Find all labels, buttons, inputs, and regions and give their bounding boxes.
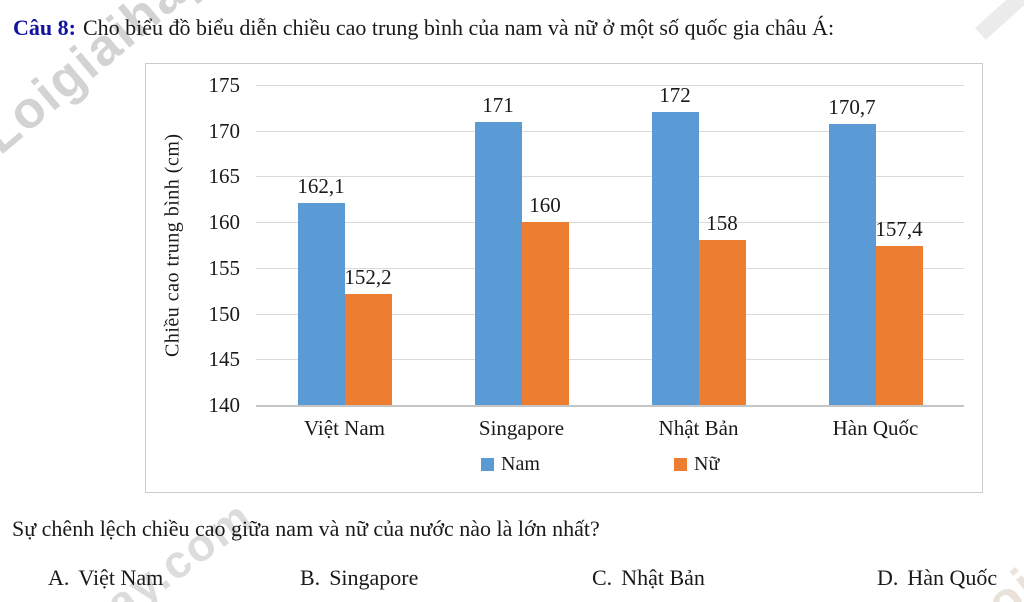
- question-header: Câu 8: Cho biểu đồ biểu diễn chiều cao tr…: [13, 13, 1003, 43]
- height-bar-chart: Chiều cao trung bình (cm) 140 145 150 155 16…: [145, 63, 983, 493]
- bar-value-label: 171: [482, 92, 514, 117]
- bar-value-label: 170,7: [828, 95, 876, 120]
- legend-label: Nam: [501, 453, 540, 475]
- answer-option-a[interactable]: A. Việt Nam: [48, 563, 163, 593]
- y-tick-label: 165: [208, 164, 241, 189]
- gridline: [256, 176, 964, 178]
- gridline: [256, 130, 964, 132]
- bar-nam-3: [828, 124, 876, 405]
- question-number: Câu 8:: [13, 15, 76, 40]
- bar-value-label: 162,1: [297, 173, 345, 198]
- answer-label: C.: [592, 565, 613, 590]
- x-category-label: Nhật Bản: [658, 416, 739, 440]
- y-tick-label: 140: [208, 393, 241, 417]
- bar-nữ-2: [698, 240, 746, 405]
- legend-swatch-icon: [481, 457, 494, 471]
- bar-value-label: 160: [529, 193, 561, 218]
- y-tick-label: 170: [208, 118, 241, 143]
- y-tick-label: 150: [208, 301, 241, 326]
- answer-text: Singapore: [329, 565, 419, 590]
- gridline: [256, 85, 964, 86]
- gridline: [256, 222, 964, 224]
- legend-swatch-icon: [674, 457, 687, 471]
- answer-text: Việt Nam: [78, 565, 164, 590]
- x-category-label: Việt Nam: [304, 416, 385, 440]
- answer-option-c[interactable]: C. Nhật Bản: [592, 563, 705, 593]
- bar-nam-2: [651, 112, 699, 405]
- bar-value-label: 158: [706, 211, 738, 236]
- question-text: Sự chênh lệch chiều cao giữa nam và nữ c…: [12, 516, 600, 541]
- legend-item-nam: Nam: [481, 454, 540, 474]
- x-category-label: Hàn Quốc: [832, 416, 919, 440]
- y-tick-label: 145: [208, 347, 241, 372]
- answer-text: Nhật Bản: [621, 565, 705, 590]
- answer-option-b[interactable]: B. Singapore: [300, 563, 418, 593]
- y-tick-label: 155: [208, 255, 241, 280]
- gridline: [256, 359, 964, 361]
- question-intro: Cho biểu đồ biểu diễn chiều cao trung bì…: [82, 15, 835, 40]
- y-tick-label: 160: [208, 210, 241, 235]
- gridline: [256, 313, 964, 315]
- bar-nữ-1: [521, 222, 569, 405]
- answer-label: B.: [300, 565, 321, 590]
- y-tick-label: 175: [208, 73, 241, 97]
- answer-row: A. Việt Nam B. Singapore C. Nhật Bản D. Hàn …: [0, 563, 1024, 595]
- bar-value-label: 172: [659, 83, 691, 108]
- bar-nữ-3: [875, 245, 923, 405]
- legend-item-nữ: Nữ: [674, 454, 719, 474]
- plot-area: 140 145 150 155 160 165 170 175 162,1 152,2 Việt N…: [146, 64, 982, 492]
- gridline: [256, 267, 964, 269]
- x-category-label: Singapore: [478, 416, 565, 440]
- answer-option-d[interactable]: D. Hàn Quốc: [877, 563, 997, 593]
- bar-nam-0: [297, 202, 345, 405]
- answer-text: Hàn Quốc: [907, 565, 998, 590]
- bar-nam-1: [474, 121, 522, 405]
- bar-value-label: 157,4: [875, 216, 923, 241]
- legend-label: Nữ: [694, 453, 720, 475]
- answer-label: A.: [48, 565, 70, 590]
- x-axis-line: [256, 405, 964, 407]
- bar-value-label: 152,2: [344, 264, 392, 289]
- bar-nữ-0: [344, 293, 392, 405]
- answer-label: D.: [877, 565, 899, 590]
